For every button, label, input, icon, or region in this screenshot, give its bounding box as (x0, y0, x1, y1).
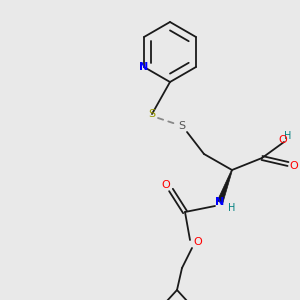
Text: N: N (215, 197, 225, 207)
Polygon shape (217, 170, 232, 203)
Text: S: S (178, 121, 186, 131)
Text: O: O (290, 161, 298, 171)
Text: O: O (162, 180, 170, 190)
Text: S: S (148, 109, 156, 119)
Text: H: H (284, 131, 292, 141)
Text: N: N (140, 62, 148, 72)
Text: O: O (279, 135, 287, 145)
Text: O: O (194, 237, 202, 247)
Text: H: H (228, 203, 236, 213)
